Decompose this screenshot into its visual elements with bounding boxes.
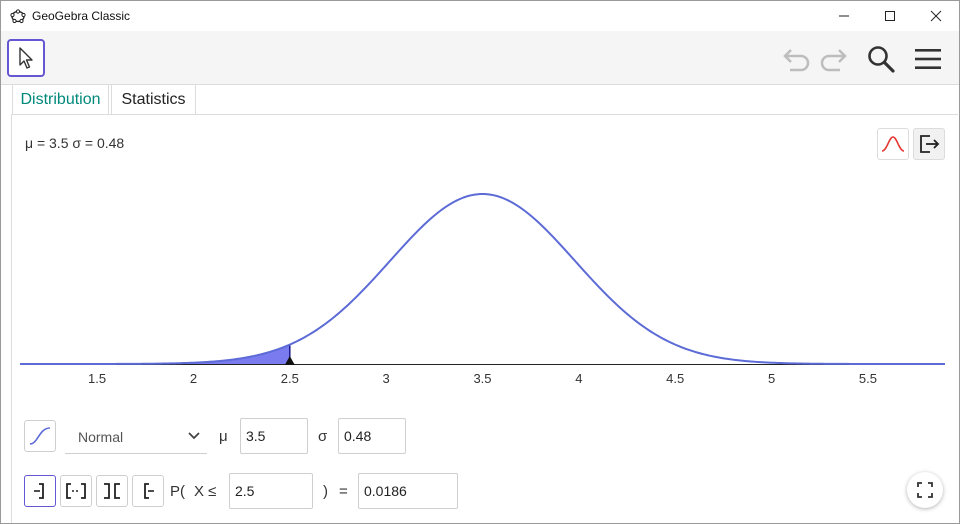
close-button[interactable] xyxy=(913,1,959,31)
distribution-select-value: Normal xyxy=(78,429,124,445)
x-tick-label: 4 xyxy=(575,371,582,386)
distribution-graph[interactable]: 1.5 2 2.5 3 3.5 4 4.5 5 5.5 xyxy=(0,0,960,400)
bell-curve-icon xyxy=(881,136,905,152)
left-sided-icon xyxy=(34,483,44,499)
export-icon xyxy=(920,135,940,153)
x-tick-label: 5 xyxy=(768,371,775,386)
probability-variable: X ≤ xyxy=(194,483,217,500)
undo-icon xyxy=(783,49,810,72)
title-bar: GeoGebra Classic xyxy=(1,1,959,31)
interval-icon xyxy=(66,483,86,499)
geogebra-logo-icon xyxy=(10,8,26,24)
minimize-button[interactable] xyxy=(821,1,867,31)
mu-label: μ xyxy=(219,428,228,445)
cumulative-toggle-button[interactable] xyxy=(24,420,56,452)
window-title: GeoGebra Classic xyxy=(32,9,131,23)
x-tick-label: 1.5 xyxy=(88,371,106,386)
probability-close: ) xyxy=(323,483,328,500)
fullscreen-icon xyxy=(917,482,933,498)
two-tailed-probability-button[interactable] xyxy=(96,475,128,507)
x-tick-label: 2.5 xyxy=(281,371,299,386)
sigma-input[interactable] xyxy=(338,418,406,454)
move-tool-button[interactable] xyxy=(7,39,45,77)
parameters-readout: μ = 3.5 σ = 0.48 xyxy=(25,135,125,151)
probability-prefix: P( xyxy=(170,483,185,500)
x-tick-label: 2 xyxy=(190,371,197,386)
x-tick-label: 3 xyxy=(383,371,390,386)
overlay-normal-curve-button[interactable] xyxy=(877,128,909,160)
interval-probability-button[interactable] xyxy=(60,475,92,507)
result-field[interactable] xyxy=(358,473,458,509)
x-tick-label: 4.5 xyxy=(666,371,684,386)
two-tailed-icon xyxy=(104,483,120,499)
right-sided-probability-button[interactable] xyxy=(132,475,164,507)
cumulative-curve-icon xyxy=(29,427,51,445)
right-sided-icon xyxy=(144,483,154,499)
distribution-select[interactable]: Normal xyxy=(65,420,207,454)
bound-marker-handle[interactable] xyxy=(284,356,295,365)
equals-sign: = xyxy=(339,483,348,500)
probability-shaded-area xyxy=(20,344,290,364)
undo-button[interactable] xyxy=(781,43,813,75)
chevron-down-icon xyxy=(188,432,200,440)
toolbar xyxy=(1,31,959,85)
tab-statistics[interactable]: Statistics xyxy=(111,84,196,114)
export-button[interactable] xyxy=(913,128,945,160)
tab-distribution[interactable]: Distribution xyxy=(12,84,109,114)
search-icon xyxy=(868,46,895,73)
bound-input[interactable] xyxy=(229,473,313,509)
x-tick-label: 5.5 xyxy=(859,371,877,386)
redo-icon xyxy=(820,49,847,72)
main-menu-button[interactable] xyxy=(912,43,944,75)
left-sided-probability-button[interactable] xyxy=(24,475,56,507)
redo-button[interactable] xyxy=(817,43,849,75)
x-tick-label: 3.5 xyxy=(473,371,491,386)
search-button[interactable] xyxy=(865,43,897,75)
distribution-panel xyxy=(11,114,958,523)
maximize-button[interactable] xyxy=(867,1,913,31)
mu-input[interactable] xyxy=(240,418,308,454)
fullscreen-button[interactable] xyxy=(907,472,943,508)
cursor-arrow-icon xyxy=(19,47,33,69)
hamburger-menu-icon xyxy=(915,49,941,69)
density-curve xyxy=(20,192,945,365)
sigma-label: σ xyxy=(318,428,328,445)
